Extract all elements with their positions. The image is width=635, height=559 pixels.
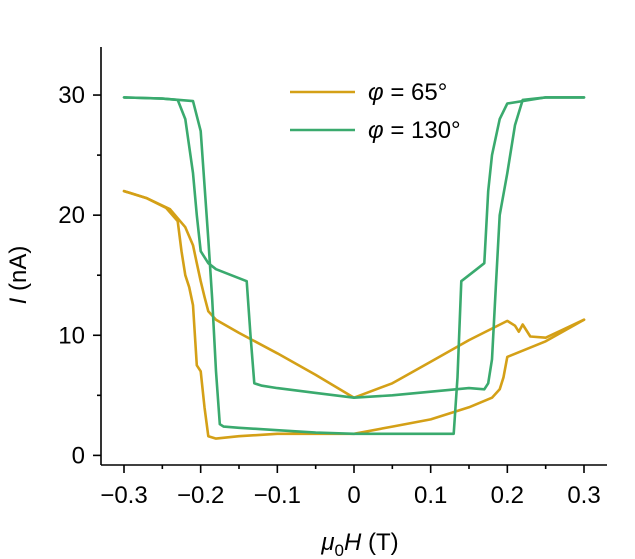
x-tick-label: 0.3 [567,482,600,509]
y-label-var: I [5,297,32,304]
x-axis-label: μ0H (T) [320,529,398,559]
y-tick-label: 30 [58,82,85,109]
axes [100,47,607,466]
y-tick-label: 20 [58,202,85,229]
legend-phi-symbol: φ [368,79,384,106]
plot-lines [122,96,586,440]
legend: φ = 65°φ = 130° [290,79,461,144]
series-2-sweep-2-line [122,96,586,399]
y-tick-label: 0 [72,442,85,469]
x-tick-label: 0.2 [491,482,524,509]
y-label-unit: (nA) [5,246,32,298]
legend-value: = 65° [384,79,448,106]
ticks: −0.3 −0.2 −0.1 0 0.1 0.2 0.3 0 10 20 30 [58,82,600,509]
x-label-prefix: μ [320,529,334,556]
legend-label-1: φ = 65° [368,79,447,106]
legend-phi-symbol: φ [368,117,384,144]
x-tick-label: 0 [347,482,360,509]
series-1-sweep-1-line [122,189,586,399]
x-label-var: H [344,529,362,556]
x-tick-label: −0.2 [177,482,224,509]
x-tick-label: −0.3 [100,482,147,509]
y-axis-label: I (nA) [5,246,32,305]
x-label-unit: (T) [361,529,398,556]
legend-label-2: φ = 130° [368,117,461,144]
y-tick-label: 10 [58,322,85,349]
series-2-sweep-1-line [122,96,586,436]
x-tick-label: 0.1 [414,482,447,509]
series-1-sweep-2-line [122,189,586,440]
x-tick-label: −0.1 [254,482,301,509]
legend-value: = 130° [384,117,461,144]
x-label-sub: 0 [335,541,344,559]
